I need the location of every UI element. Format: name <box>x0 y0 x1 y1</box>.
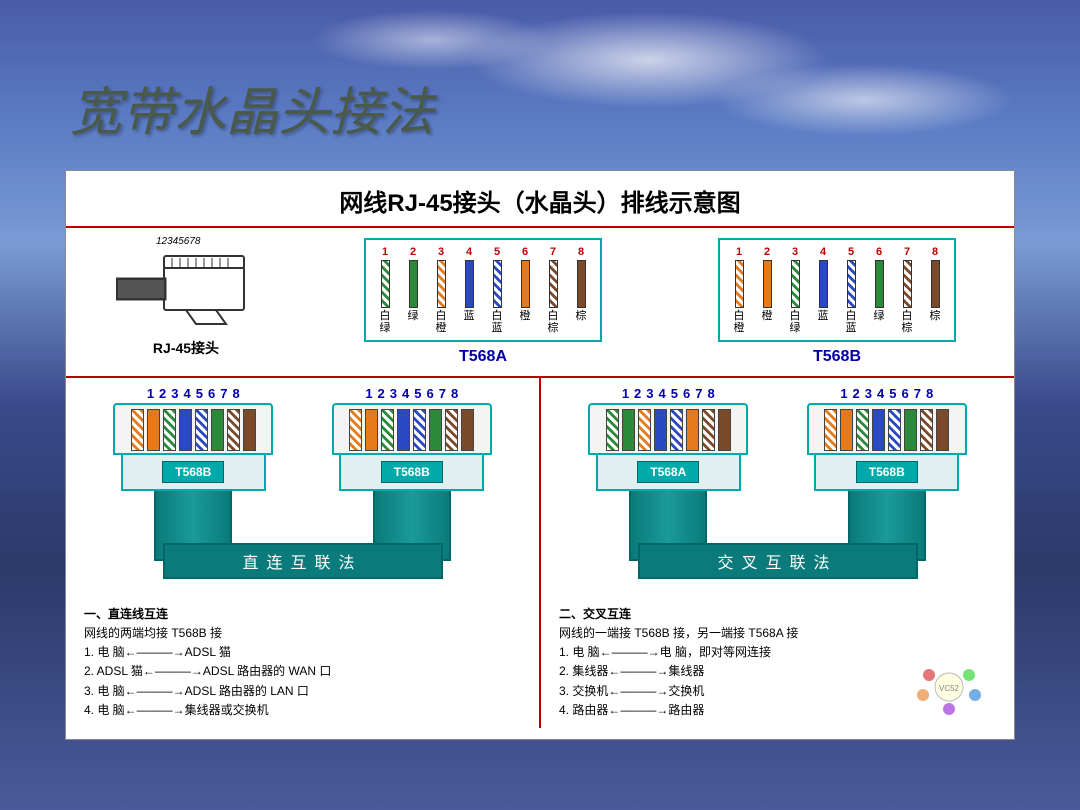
straight-method-title: 直连互联法 <box>163 543 443 579</box>
t568b-standard: 1白橙 2橙 3白绿 4蓝 5白蓝 6绿 7白棕 8棕 T568B <box>660 228 1014 376</box>
straight-description: 一、直连线互连 网线的两端均接 T568B 接 1. 电 脑←———→ADSL … <box>84 605 521 720</box>
t568b-wire-card: 1白橙 2橙 3白绿 4蓝 5白蓝 6绿 7白棕 8棕 <box>718 238 956 342</box>
svg-text:VC52: VC52 <box>939 684 960 693</box>
wire-pin-8: 8棕 <box>924 246 946 334</box>
crossover-connectors: 12345678T568A 12345678T568B 交叉互联法 <box>559 386 996 601</box>
straight-method: 12345678T568B 12345678T568B 直连互联法 一、直连线互… <box>66 378 541 728</box>
rj45-connector-illustration: 12345678 RJ-45接头 <box>66 228 306 376</box>
wire-pin-8: 8棕 <box>570 246 592 334</box>
wire-pin-3: 3白橙 <box>430 246 452 334</box>
t568b-label: T568B <box>813 348 861 366</box>
wire-pin-6: 6橙 <box>514 246 536 334</box>
wire-pin-7: 7白棕 <box>896 246 918 334</box>
crossover-desc-title: 二、交叉互连 <box>559 605 996 624</box>
wire-pin-4: 4蓝 <box>458 246 480 334</box>
wiring-diagram: 网线RJ-45接头（水晶头）排线示意图 12345678 RJ-45接头 1白绿… <box>65 170 1015 740</box>
rj45-pin-numbers: 12345678 <box>156 236 201 247</box>
straight-desc-lines: 1. 电 脑←———→ADSL 猫2. ADSL 猫←———→ADSL 路由器的… <box>84 643 521 720</box>
crossover-method-title: 交叉互联法 <box>638 543 918 579</box>
wire-pin-2: 2绿 <box>402 246 424 334</box>
wire-pin-7: 7白棕 <box>542 246 564 334</box>
slide-title: 宽带水晶头接法 <box>70 70 434 145</box>
wire-pin-1: 1白绿 <box>374 246 396 334</box>
straight-connectors: 12345678T568B 12345678T568B 直连互联法 <box>84 386 521 601</box>
rj45-label: RJ-45接头 <box>153 338 219 358</box>
top-row: 12345678 RJ-45接头 1白绿 2绿 3白橙 4蓝 5白蓝 6橙 7白棕 8棕 T5… <box>66 228 1014 378</box>
straight-desc-title: 一、直连线互连 <box>84 605 521 624</box>
wire-pin-5: 5白蓝 <box>840 246 862 334</box>
wire-pin-5: 5白蓝 <box>486 246 508 334</box>
wire-pin-4: 4蓝 <box>812 246 834 334</box>
wire-pin-3: 3白绿 <box>784 246 806 334</box>
bottom-row: 12345678T568B 12345678T568B 直连互联法 一、直连线互… <box>66 378 1014 728</box>
diagram-title: 网线RJ-45接头（水晶头）排线示意图 <box>66 171 1014 228</box>
wire-pin-2: 2橙 <box>756 246 778 334</box>
wire-pin-1: 1白橙 <box>728 246 750 334</box>
straight-desc-sub: 网线的两端均接 T568B 接 <box>84 624 521 643</box>
t568a-wire-card: 1白绿 2绿 3白橙 4蓝 5白蓝 6橙 7白棕 8棕 <box>364 238 602 342</box>
t568a-standard: 1白绿 2绿 3白橙 4蓝 5白蓝 6橙 7白棕 8棕 T568A <box>306 228 660 376</box>
t568a-label: T568A <box>459 348 507 366</box>
rj45-icon <box>116 246 256 336</box>
watermark-logo: VC52 <box>909 657 989 717</box>
crossover-desc-sub: 网线的一端接 T568B 接，另一端接 T568A 接 <box>559 624 996 643</box>
wire-pin-6: 6绿 <box>868 246 890 334</box>
